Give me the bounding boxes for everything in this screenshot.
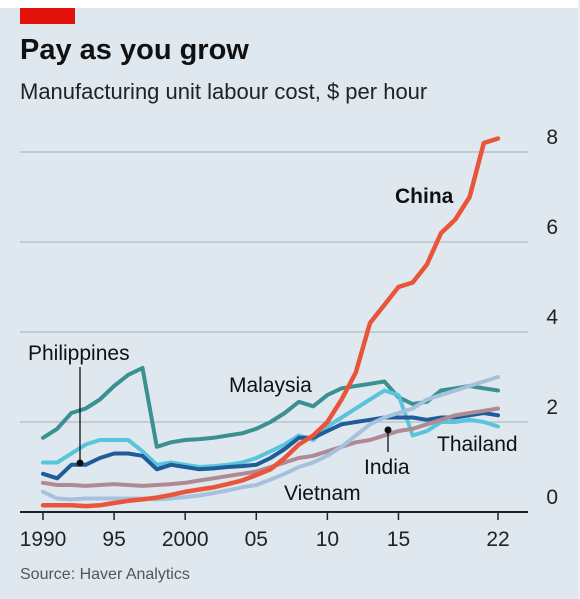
x-tick-label-1990: 1990 (20, 528, 67, 551)
x-axis: 1990 95 2000 05 10 15 22 (20, 511, 528, 551)
series-line-vietnam (41, 375, 500, 502)
y-tick-label-2: 2 (546, 396, 558, 419)
series-label-malaysia: Malaysia (229, 374, 312, 397)
x-tick-label-2022: 22 (486, 528, 509, 551)
chart-subtitle: Manufacturing unit labour cost, $ per ho… (20, 79, 428, 104)
top-band (0, 0, 580, 8)
y-axis-ticks: 0 2 4 6 8 (546, 126, 558, 509)
philippines-leader-dot (76, 459, 84, 467)
right-edge (578, 0, 580, 599)
series-lines (40, 136, 501, 509)
x-tick-label-2000: 2000 (162, 528, 209, 551)
y-tick-label-0: 0 (546, 486, 558, 509)
brand-accent-bar (20, 8, 75, 24)
series-line-china (40, 136, 501, 509)
series-label-china: China (395, 185, 454, 208)
series-line-unlabelled-1 (41, 388, 500, 469)
india-leader-dot (384, 426, 392, 434)
series-label-philippines: Philippines (28, 342, 130, 365)
series-label-india: India (364, 456, 410, 479)
series-label-vietnam: Vietnam (284, 482, 361, 505)
y-tick-label-8: 8 (546, 126, 558, 149)
chart-title: Pay as you grow (20, 34, 249, 66)
source-note: Source: Haver Analytics (20, 566, 190, 583)
x-tick-label-2015: 15 (387, 528, 410, 551)
series-label-thailand: Thailand (437, 433, 518, 456)
y-tick-label-4: 4 (546, 306, 558, 329)
x-tick-label-2010: 10 (316, 528, 339, 551)
series-labels: China Malaysia Philippines Thailand IndiaVie… (28, 185, 518, 505)
x-tick-label-1995: 95 (102, 528, 125, 551)
series-line-philippines (41, 411, 500, 481)
y-tick-label-6: 6 (546, 216, 558, 239)
x-tick-label-2005: 05 (245, 528, 268, 551)
